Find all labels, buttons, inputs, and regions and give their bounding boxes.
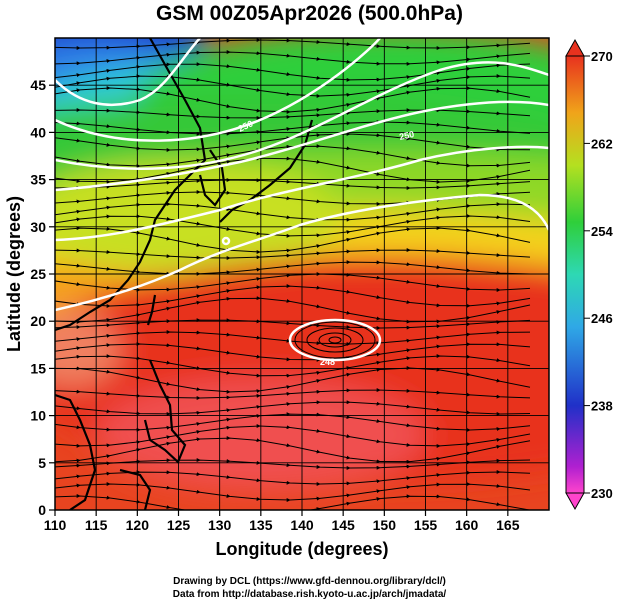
colorbar-tick-label: 246	[591, 311, 613, 326]
contour-label: 248	[320, 357, 335, 367]
vortex-streamline	[306, 327, 364, 353]
streamline	[55, 436, 531, 464]
contour-line	[288, 318, 382, 362]
streamline	[55, 318, 531, 330]
credit-drawing: Drawing by DCL (https://www.gfd-dennou.o…	[173, 576, 446, 587]
y-tick-label: 20	[30, 313, 46, 329]
streamline	[55, 493, 531, 510]
y-tick-label: 40	[30, 124, 46, 140]
vortex-streamline	[318, 332, 352, 348]
contour-line	[55, 38, 201, 107]
y-tick-label: 45	[30, 77, 46, 93]
y-axis-label: Latitude (degrees)	[4, 196, 24, 352]
colorbar-tick-label: 238	[591, 399, 613, 414]
streamline	[55, 469, 531, 486]
contour-line	[55, 100, 549, 192]
x-tick-label: 115	[85, 517, 108, 533]
y-tick-label: 30	[30, 219, 46, 235]
colorbar-tick-label: 270	[591, 49, 613, 64]
streamline	[55, 38, 531, 51]
contour-line	[55, 61, 549, 170]
colorbar-max-arrow	[565, 38, 585, 57]
x-axis-ticks: 110 115 120 125 130 135 140 145 150 155 160 165	[44, 510, 520, 533]
streamline	[55, 62, 531, 82]
colorbar-ticks: 230 238 246 254 262 270	[584, 49, 613, 501]
contour-line	[55, 145, 549, 242]
colorbar: 230 238 246 254 262 270	[565, 38, 613, 511]
x-tick-label: 120	[126, 517, 150, 533]
streamline	[55, 388, 531, 401]
y-tick-label: 15	[30, 360, 46, 376]
contour-line	[55, 38, 381, 142]
vortex-streamline	[328, 336, 342, 344]
x-tick-label: 130	[208, 517, 232, 533]
streamline	[55, 458, 531, 470]
contour-label: 250	[398, 129, 415, 142]
colorbar-tick-label: 254	[591, 224, 613, 239]
streamline	[55, 107, 531, 120]
streamline	[55, 178, 531, 191]
streamline	[55, 260, 531, 276]
x-tick-label: 140	[290, 517, 314, 533]
x-axis-label: Longitude (degrees)	[215, 539, 388, 559]
y-tick-label: 35	[30, 172, 46, 188]
contour-line	[221, 236, 231, 246]
colorbar-tick-label: 262	[591, 136, 613, 151]
x-tick-label: 155	[414, 517, 438, 533]
x-tick-label: 165	[496, 517, 520, 533]
contour-line	[55, 193, 549, 312]
streamline	[55, 120, 531, 136]
y-tick-label: 5	[38, 455, 46, 471]
streamline	[55, 400, 531, 416]
x-tick-label: 160	[455, 517, 479, 533]
colorbar-tick-label: 230	[591, 486, 613, 501]
x-tick-label: 125	[167, 517, 191, 533]
colorbar-scale	[565, 55, 585, 494]
temperature-anomalies	[55, 38, 549, 492]
vortex-streamline	[294, 321, 376, 359]
y-axis-ticks: 0 5 10 15 20 25 30 35 40 45	[30, 77, 55, 518]
y-tick-label: 25	[30, 266, 46, 282]
x-tick-label: 135	[249, 517, 273, 533]
credit-data: Data from http://database.rish.kyoto-u.a…	[172, 589, 447, 600]
x-tick-label: 150	[373, 517, 397, 533]
y-tick-label: 0	[38, 502, 46, 518]
streamline	[55, 330, 531, 347]
streamline	[55, 50, 531, 66]
colorbar-min-arrow	[565, 492, 585, 511]
plot-area: 250 250 248	[55, 38, 549, 510]
x-tick-label: 145	[331, 517, 355, 533]
streamline	[55, 248, 531, 261]
temperature-contours	[55, 38, 549, 362]
x-tick-label: 110	[44, 517, 67, 533]
y-tick-label: 10	[30, 408, 46, 424]
plot-title: GSM 00Z05Apr2026 (500.0hPa)	[156, 2, 463, 25]
